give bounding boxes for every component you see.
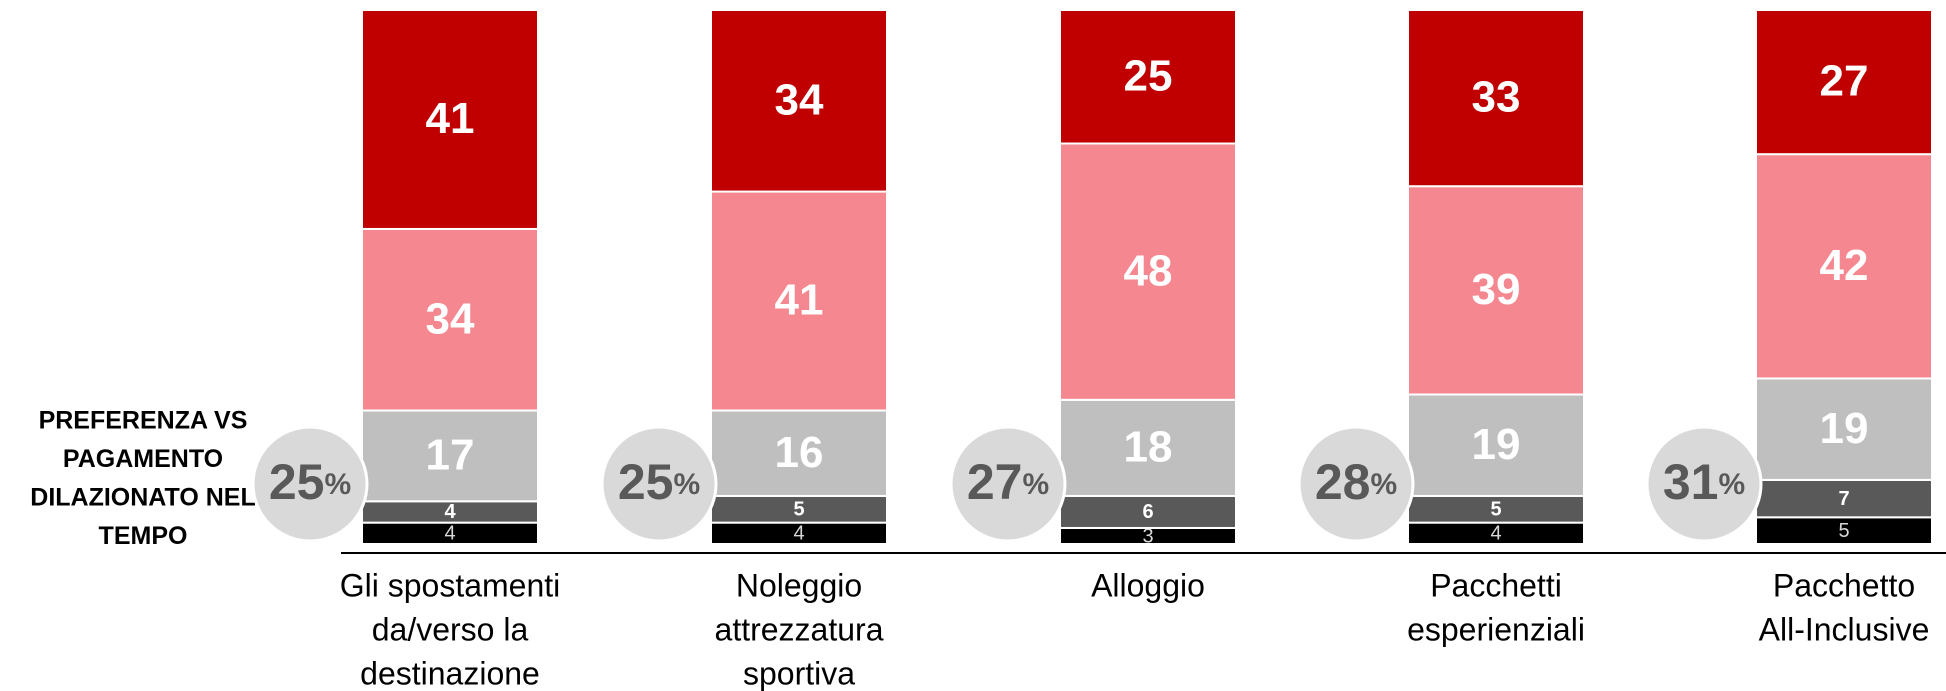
circle-value: 27 <box>967 454 1023 510</box>
x-tick-label: esperienziali <box>1407 611 1585 647</box>
data-label: 34 <box>775 75 824 124</box>
bar-segment <box>710 9 888 193</box>
data-label: 34 <box>426 294 475 343</box>
bar-segment <box>1059 9 1237 145</box>
data-label: 42 <box>1820 241 1869 290</box>
data-label: 33 <box>1472 73 1521 122</box>
circle-badge <box>251 425 369 543</box>
data-label: 27 <box>1820 57 1869 106</box>
x-tick-label: Alloggio <box>1091 567 1205 603</box>
bar-segment <box>1407 185 1585 396</box>
circle-label: 28% <box>1315 454 1397 510</box>
data-label: 5 <box>1490 499 1501 521</box>
x-tick-label: Pacchetto <box>1773 567 1915 603</box>
data-label: 41 <box>775 276 824 325</box>
data-label: 6 <box>1142 501 1153 523</box>
circle-value: 31 <box>1663 454 1719 510</box>
bar-segment <box>1755 516 1933 545</box>
circle-badge <box>949 425 1067 543</box>
circle-label: 31% <box>1663 454 1745 510</box>
circle-value: 28 <box>1315 454 1371 510</box>
side-label: TEMPO <box>99 522 188 550</box>
bar-segment <box>1755 478 1933 519</box>
bar-segment <box>361 409 539 503</box>
x-tick-label: Gli spostamenti <box>340 567 561 603</box>
data-label: 25 <box>1124 51 1173 100</box>
data-label: 4 <box>444 501 456 523</box>
bar-segment <box>1407 9 1585 188</box>
data-label: 48 <box>1124 246 1173 295</box>
data-label: 3 <box>1142 525 1153 547</box>
side-label: PAGAMENTO <box>63 445 223 473</box>
data-label: 16 <box>775 428 824 477</box>
x-tick-label: Noleggio <box>736 567 862 603</box>
data-label: 7 <box>1838 488 1849 510</box>
bar-segment <box>1755 377 1933 481</box>
bar-segment <box>710 409 888 497</box>
side-label: PREFERENZA VS <box>39 407 248 435</box>
circle-badge <box>600 425 718 543</box>
side-label: DILAZIONATO NEL <box>30 484 255 512</box>
bar-segment <box>1059 398 1237 497</box>
data-label: 17 <box>426 431 475 480</box>
circle-value: 25 <box>618 454 674 510</box>
x-tick-label: destinazione <box>360 655 540 691</box>
x-tick-label: All-Inclusive <box>1759 611 1930 647</box>
data-label: 18 <box>1124 423 1173 472</box>
data-label: 19 <box>1472 420 1521 469</box>
data-label: 19 <box>1820 404 1869 453</box>
bar-segment <box>361 227 539 412</box>
x-tick-label: attrezzatura <box>715 611 884 647</box>
bar-segment <box>1059 142 1237 401</box>
bar-segment <box>710 190 888 412</box>
circle-value: 25 <box>269 454 325 510</box>
circle-label: 25% <box>618 454 700 510</box>
circle-label: 27% <box>967 454 1049 510</box>
circle-unit: % <box>324 468 351 501</box>
data-label: 4 <box>793 523 804 545</box>
circle-unit: % <box>673 468 700 501</box>
data-label: 41 <box>426 94 475 143</box>
circle-unit: % <box>1022 468 1049 501</box>
circle-label: 25% <box>269 454 351 510</box>
circle-unit: % <box>1718 468 1745 501</box>
data-label: 39 <box>1472 265 1521 314</box>
circle-unit: % <box>1370 468 1397 501</box>
x-tick-label: da/verso la <box>372 611 529 647</box>
data-label: 5 <box>1838 520 1849 542</box>
data-label: 4 <box>1490 523 1501 545</box>
bar-segment <box>1755 153 1933 380</box>
circle-badge <box>1645 425 1763 543</box>
data-label: 4 <box>444 523 455 545</box>
x-tick-label: sportiva <box>743 655 855 691</box>
circle-badge <box>1297 425 1415 543</box>
bar-segment <box>1407 393 1585 497</box>
bar-segment <box>1059 494 1237 529</box>
data-label: 5 <box>793 499 804 521</box>
bar-segment <box>361 9 539 230</box>
bar-segment <box>1755 9 1933 156</box>
bar-segment <box>1407 494 1585 524</box>
x-tick-label: Pacchetti <box>1430 567 1562 603</box>
